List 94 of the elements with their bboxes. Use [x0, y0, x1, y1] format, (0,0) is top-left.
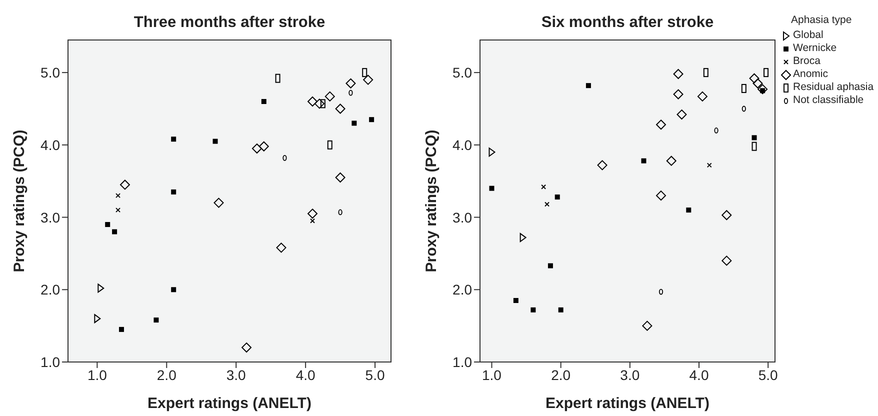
point — [335, 172, 346, 182]
point — [752, 135, 757, 140]
point — [171, 136, 176, 142]
point — [261, 99, 266, 104]
x-tick-label: 1.0 — [87, 366, 108, 383]
point — [363, 74, 374, 85]
point — [308, 96, 318, 107]
point — [346, 78, 356, 88]
point — [252, 144, 262, 154]
point — [666, 156, 676, 166]
point — [335, 104, 346, 114]
point — [352, 120, 357, 126]
point — [656, 190, 666, 201]
point — [105, 222, 110, 228]
y-tick-label: 5.0 — [40, 64, 60, 81]
legend-label: Residual aphasia — [793, 81, 874, 94]
point — [310, 218, 316, 224]
y-tick-label: 3.0 — [452, 209, 472, 226]
point — [369, 117, 374, 122]
y-tick-label: 1.0 — [40, 354, 60, 370]
y-tick-label: 4.0 — [40, 136, 60, 153]
point — [324, 91, 335, 102]
point — [597, 160, 608, 170]
point — [489, 186, 494, 191]
point — [641, 158, 646, 164]
chart-title: Three months after stroke — [132, 14, 326, 32]
point — [656, 120, 666, 130]
point — [541, 184, 546, 190]
y-tick-label: 2.0 — [40, 282, 60, 298]
x-tick-label: 1.0 — [482, 366, 502, 383]
point — [749, 73, 760, 84]
chart-title: Six months after stroke — [540, 14, 715, 32]
point — [722, 210, 732, 220]
y-tick-label: 3.0 — [40, 209, 60, 226]
point — [752, 78, 763, 88]
point — [513, 298, 518, 303]
y-tick-label: 1.0 — [452, 354, 472, 370]
y-axis-title: Proxy ratings (PCQ) — [423, 130, 440, 272]
point — [676, 110, 687, 120]
y-axis-title: Proxy ratings (PCQ) — [11, 130, 28, 272]
point — [642, 320, 652, 331]
x-tick-label: 5.0 — [365, 366, 385, 383]
x-axis-title: Expert ratings (ANELT) — [148, 395, 312, 412]
legend-label: Not classifiable — [793, 94, 864, 107]
y-tick-label: 2.0 — [452, 282, 472, 298]
point — [214, 198, 224, 208]
legend-label: Global — [793, 29, 824, 42]
point — [258, 141, 269, 152]
point — [488, 148, 496, 157]
point — [697, 91, 708, 102]
y-tick-label: 5.0 — [452, 64, 472, 81]
point — [112, 229, 118, 234]
point — [658, 288, 664, 295]
legend-label: Broca — [793, 55, 820, 68]
y-tick-label: 4.0 — [452, 136, 472, 153]
point — [120, 180, 130, 190]
point — [276, 242, 286, 253]
legend-label: Anomic — [793, 68, 828, 81]
point — [116, 208, 121, 213]
point — [673, 89, 684, 100]
point — [548, 263, 553, 268]
point — [673, 69, 684, 80]
point — [171, 189, 176, 194]
point — [98, 284, 104, 293]
point — [586, 83, 591, 88]
point — [212, 138, 218, 144]
x-tick-label: 5.0 — [758, 366, 778, 383]
point — [558, 307, 564, 312]
point — [308, 208, 318, 219]
x-tick-label: 4.0 — [296, 366, 316, 383]
point — [714, 128, 718, 134]
point — [722, 256, 732, 266]
x-tick-label: 3.0 — [620, 366, 640, 383]
point — [116, 193, 121, 198]
legend-title: Aphasia type — [791, 14, 853, 27]
point — [314, 98, 324, 109]
point — [706, 162, 712, 168]
point — [686, 208, 692, 213]
x-tick-label: 4.0 — [689, 366, 709, 383]
point — [242, 342, 252, 353]
point — [171, 287, 176, 292]
point — [544, 202, 550, 207]
point — [530, 307, 536, 312]
x-tick-label: 2.0 — [551, 366, 571, 383]
x-axis-title: Expert ratings (ANELT) — [546, 395, 710, 412]
x-tick-label: 3.0 — [226, 366, 246, 383]
point — [94, 314, 101, 324]
point — [154, 318, 159, 323]
point — [520, 233, 526, 242]
legend-label: Wernicke — [793, 42, 837, 55]
point — [118, 326, 124, 332]
point — [554, 194, 560, 200]
x-tick-label: 2.0 — [156, 366, 177, 383]
point — [758, 84, 768, 94]
